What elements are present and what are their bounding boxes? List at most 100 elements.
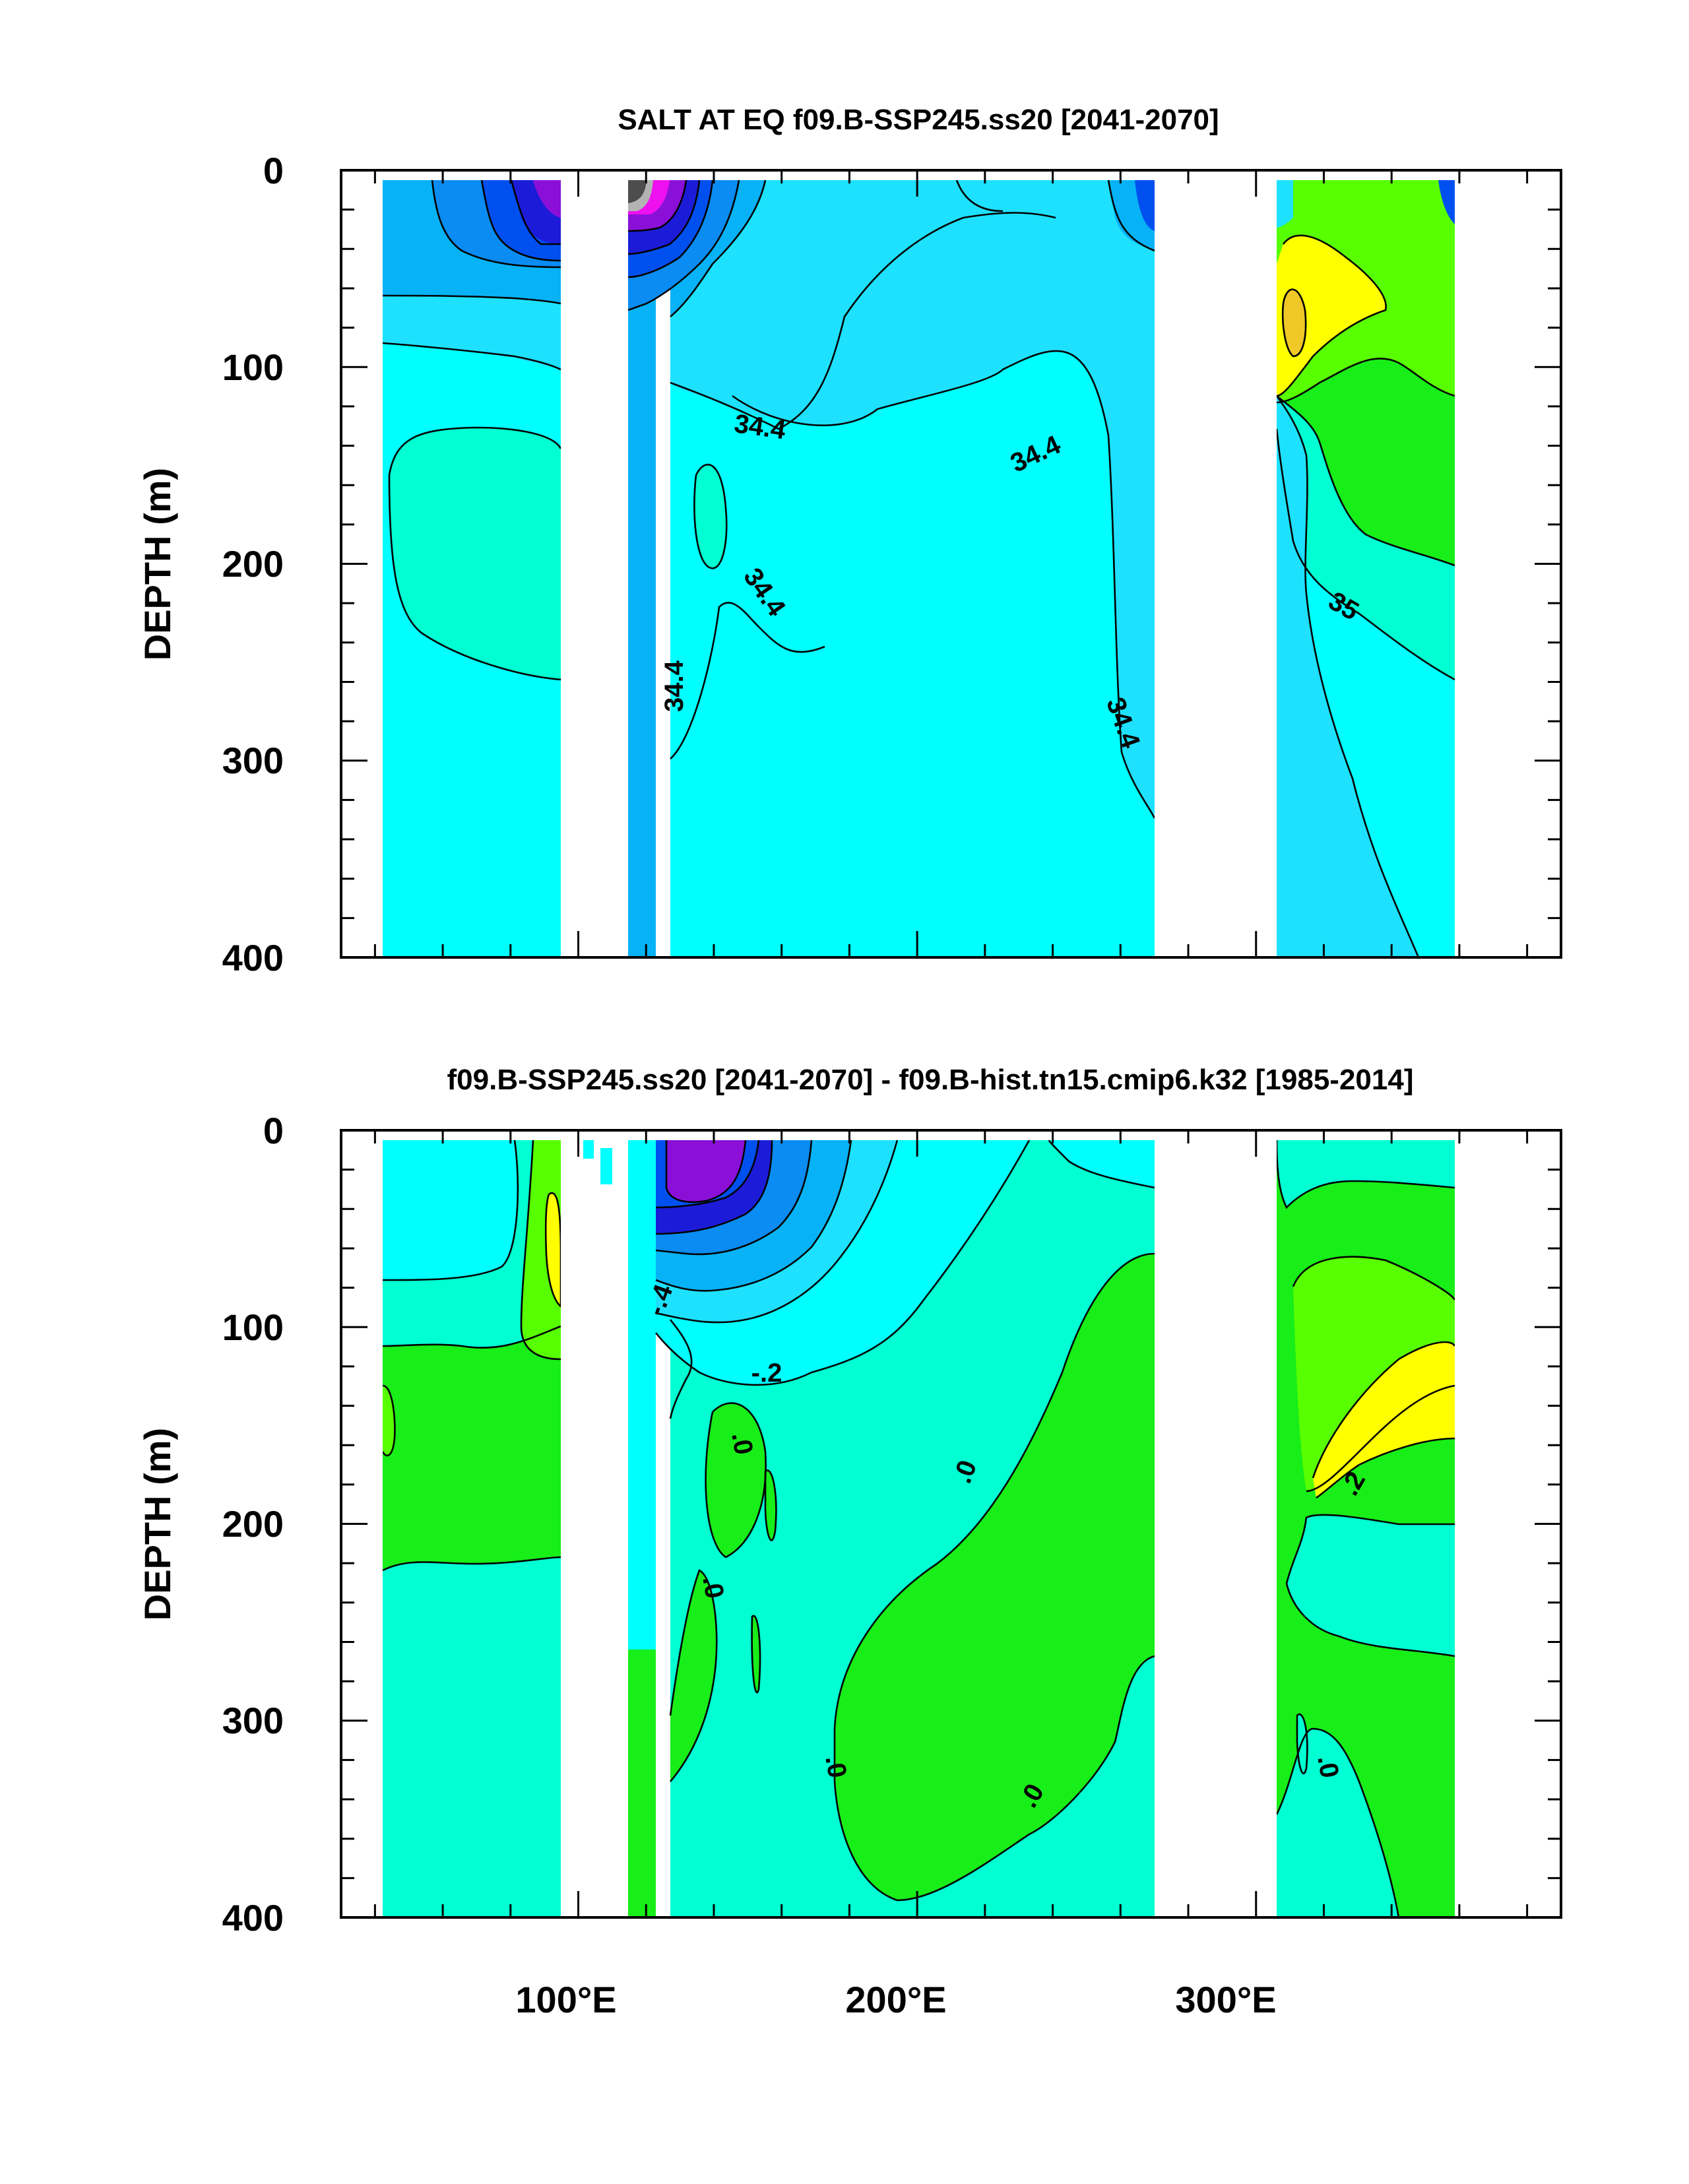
top-contour-west-7	[510, 179, 561, 245]
bot-contour-9	[655, 1140, 852, 1292]
bot-contour-8	[655, 1140, 899, 1324]
top-fill-strait-gap	[656, 732, 670, 957]
top-plot-area	[341, 170, 1561, 957]
top-y-tick-label: 200	[222, 543, 284, 585]
bottom-ticks	[341, 1129, 1561, 1919]
bot-contour-29	[1275, 1727, 1400, 1917]
bottom-panel: f09.B-SSP245.ss20 [2041-2070] - f09.B-hi…	[137, 1064, 1562, 2020]
top-contour-west-5	[431, 179, 561, 269]
bottom-contour-label: -.2	[751, 1359, 782, 1388]
bot-contour-13	[665, 1140, 747, 1204]
bot-mask-america	[1155, 1130, 1277, 1917]
top-contour-east-5	[627, 179, 687, 232]
bot-contour-6	[381, 1384, 396, 1457]
top-fill-atl-sky-upper	[1277, 180, 1293, 228]
bot-contour-16	[669, 1569, 718, 1782]
top-chart-title: SALT AT EQ f09.B-SSP245.ss20 [2041-2070]	[618, 104, 1219, 136]
bot-contour-4	[544, 1192, 562, 1308]
top-mask-america	[1155, 170, 1277, 957]
bot-contour-5	[382, 1556, 561, 1572]
bottom-chart-title: f09.B-SSP245.ss20 [2041-2070] - f09.B-hi…	[447, 1064, 1414, 1096]
top-fill-strait	[628, 180, 656, 957]
bot-contour-21	[1048, 1140, 1155, 1189]
top-contour-atl-5	[1276, 358, 1455, 404]
bot-contour-11	[655, 1140, 773, 1235]
bottom-y-tick-label: 0	[263, 1110, 284, 1151]
top-contour-east-6	[955, 179, 1004, 212]
bot-fill-atl-yellow	[1313, 1342, 1455, 1498]
bot-contour-14	[669, 1319, 693, 1419]
top-contour-344-loop	[693, 463, 728, 569]
bottom-contour-label: .0	[726, 1430, 758, 1456]
top-fill-atl-gold	[1283, 289, 1306, 356]
bot-contour-10	[655, 1140, 813, 1256]
top-fill-west-aqua	[389, 428, 561, 680]
top-y-tick-label: 100	[222, 346, 284, 388]
bot-fill-atl-lime	[1293, 1256, 1455, 1491]
bottom-y-tick-label: 200	[222, 1503, 284, 1545]
top-contour-label: 34.4	[732, 409, 788, 445]
bottom-y-tick-label: 100	[222, 1306, 284, 1348]
bot-contour-18	[751, 1615, 761, 1694]
top-fill-west-purple	[533, 180, 561, 218]
bottom-contour-label: .0	[697, 1574, 729, 1600]
top-contour-344-deep	[732, 350, 1156, 819]
top-contour-atl-2	[1275, 428, 1455, 681]
bot-fill-pac-green-3	[765, 1470, 777, 1541]
top-contour-west-6	[480, 179, 561, 262]
bot-contour-22	[1275, 1140, 1455, 1209]
top-y-tick-label: 400	[222, 937, 284, 979]
top-contour-atl-4	[1281, 288, 1307, 358]
bot-fill-island-cyan	[583, 1140, 594, 1159]
top-mask-surface	[341, 170, 1561, 180]
bottom-y-tick-labels: 0 100 200 300 400	[222, 1110, 284, 1939]
top-panel: SALT AT EQ f09.B-SSP245.ss20 [2041-2070]	[137, 104, 1562, 979]
top-mask-indonesia	[561, 170, 628, 957]
bot-contour-30	[1296, 1713, 1308, 1775]
bot-fill-strait-gap	[656, 1692, 670, 1917]
top-fill-atl-yellow	[1277, 235, 1386, 396]
top-fill-atl-east	[1438, 180, 1455, 224]
bot-fill-west-aqua-lower	[383, 1557, 561, 1917]
bot-mask-indonesia	[561, 1130, 628, 1917]
top-contour-east-7	[1107, 179, 1155, 252]
top-contour-atl-3	[1276, 234, 1387, 397]
bot-fill-pac-cyan	[656, 1140, 1155, 1188]
bot-contour-27	[1285, 1583, 1455, 1657]
bot-contour-12	[655, 1140, 760, 1209]
bottom-x-tick-label: 200°E	[845, 1979, 946, 2020]
bot-fill-strait-green	[628, 1650, 656, 1917]
bot-fill-west-cyan	[383, 1140, 518, 1280]
top-fill-eastern-edge2	[1135, 180, 1155, 231]
bot-fill-atl-aqua-low	[1287, 1514, 1455, 1656]
bottom-x-tick-labels: 100°E 200°E 300°E	[515, 1979, 1276, 2020]
top-contour-atl-6	[1275, 395, 1420, 957]
top-contour-atl-1	[1276, 395, 1455, 567]
top-y-tick-label: 0	[263, 150, 284, 191]
bottom-contour-label: .0	[1312, 1753, 1344, 1780]
bottom-x-tick-label: 300°E	[1175, 1979, 1276, 2020]
top-ticks	[341, 169, 1561, 959]
top-fill-atl-sky	[1277, 396, 1418, 957]
top-fill-east-graydark	[628, 180, 647, 203]
top-y-tick-label: 300	[222, 740, 284, 781]
top-contour-label: 34.4	[660, 660, 689, 712]
top-contour-344-lower	[670, 602, 825, 759]
bot-contour-23	[1292, 1256, 1456, 1301]
top-contour-west-3	[382, 342, 561, 371]
bot-fill-atl-aqua-top	[1277, 1140, 1455, 1207]
bot-mask-surface	[341, 1130, 1561, 1140]
top-fill-pacific-cyan	[670, 350, 1155, 957]
bot-fill-atl-aqua-deep	[1277, 1729, 1399, 1917]
top-contour-344-main	[670, 212, 1056, 430]
bottom-contour-label: .0	[819, 1753, 852, 1780]
bot-contour-19	[833, 1252, 1155, 1729]
bot-fill-pac-green-2	[670, 1570, 717, 1782]
bot-fill-pac-green-main	[835, 1254, 1155, 1900]
bot-contour-2	[382, 1325, 561, 1349]
bottom-y-axis-label: DEPTH (m)	[137, 1428, 178, 1621]
bottom-y-tick-label: 300	[222, 1700, 284, 1741]
bot-contour-17	[764, 1469, 777, 1541]
top-contour-east-3	[627, 179, 714, 278]
bottom-y-tick-label: 400	[222, 1897, 284, 1939]
